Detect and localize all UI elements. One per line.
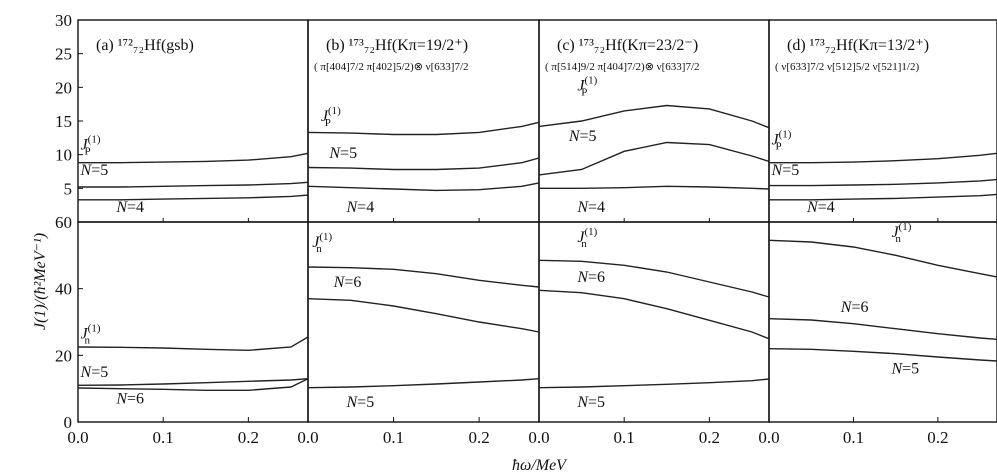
curve-label: J(1) P [81,133,101,157]
curve-label: J(1) P [772,129,792,153]
series-line [78,181,309,188]
panel-config: ( ν[633]7/2 ν[512]5/2 ν[521]1/2) [775,61,919,73]
panel-bottom-frame [307,221,540,423]
panel-bottom-frame [768,221,997,423]
series-line [538,141,770,176]
series-line [77,336,309,352]
x-tick-label: 0.1 [383,428,404,447]
curve-label: N=6 [576,269,605,286]
series-line [307,182,540,192]
curve-label: N=5 [80,364,109,381]
x-axis-title: ħω/MeV [512,457,568,474]
series-line [307,266,540,288]
series-line [539,185,770,190]
series-line [768,348,997,362]
curve-label: J(1) P [577,75,597,99]
y-tick-label: 30 [55,11,72,30]
curve-label: J(1) n [312,231,332,255]
series-line [307,298,540,333]
series-line [77,378,309,386]
y-tick-label: 20 [55,346,72,365]
curve-label: N=6 [333,274,362,291]
y-axis-title: J(1)/(ħ²MeV⁻¹) [32,233,49,330]
curve-label: N=5 [890,361,919,378]
panel-title: (a) ¹⁷²₇₂Hf(gsb) [96,37,194,54]
x-tick-label: 0.2 [468,428,489,447]
curve-label: J(1) n [577,226,597,250]
series-line [768,239,997,278]
series-line [78,194,309,201]
curve-label: N=5 [80,162,109,179]
series-line [768,318,997,340]
y-tick-label: 15 [55,112,72,131]
panel-title: (b) ¹⁷³₇₂Hf(Kπ=19/2⁺) [326,37,468,54]
x-tick-label: 0.0 [297,428,318,447]
y-tick-label: 10 [55,146,72,165]
panel-title: (c) ¹⁷³₇₂Hf(Kπ=23/2⁻) [557,37,698,54]
x-tick-label: 0.0 [758,428,779,447]
y-tick-label: 60 [55,213,72,232]
curve-label: N=5 [346,394,375,411]
series-line [538,259,770,298]
curve-label: N=5 [568,128,597,145]
series-line [307,121,540,136]
y-tick-label: 20 [55,78,72,97]
series-line [769,193,997,201]
x-tick-label: 0.1 [153,428,174,447]
curve-label: N=4 [576,199,605,216]
panel-bottom-frame [538,221,770,423]
chart-curves [77,104,997,391]
series-line [538,289,770,340]
chart-ticks [77,19,939,423]
curve-label: N=6 [840,299,869,316]
y-tick-label: 25 [55,45,72,64]
y-tick-label: 5 [64,179,73,198]
x-tick-label: 0.1 [614,428,635,447]
y-tick-label: 40 [55,280,72,299]
x-tick-label: 0.1 [843,428,864,447]
series-line [78,152,309,164]
chart-frames [77,19,997,423]
series-line [769,178,997,187]
series-line [769,152,997,164]
panel-config: ( π[404]7/2 π[402]5/2)⊗ ν[633]7/2 [314,61,469,73]
curve-label: N=4 [806,199,835,216]
curve-label: N=5 [771,162,800,179]
x-tick-label: 0.2 [927,428,948,447]
x-tick-label: 0.2 [238,428,259,447]
chart-labels: 0.0 0.1 0.2 (a) ¹⁷²₇₂Hf(gsb) J(1) P N=5 N=4 J(1)… [55,11,949,447]
panel-config: ( π[514]9/2 π[404]7/2)⊗ ν[633]7/2 [545,61,700,73]
series-line [307,157,540,171]
x-tick-label: 0.0 [528,428,549,447]
curve-label: N=6 [115,391,144,408]
panel-bottom-frame [77,221,309,423]
curve-label: N=4 [346,199,375,216]
series-line [307,378,540,389]
curve-label: J(1) n [891,221,911,245]
curve-label: J(1) P [321,105,341,129]
y-tick-label: 0 [64,413,73,432]
series-line [538,104,770,129]
series-line [538,378,770,389]
x-tick-label: 0.0 [67,428,88,447]
curve-label: N=4 [115,199,144,216]
curve-label: N=5 [576,394,605,411]
panel-title: (d) ¹⁷³₇₂Hf(Kπ=13/2⁺) [787,37,929,54]
curve-label: N=5 [328,145,357,162]
x-tick-label: 0.2 [699,428,720,447]
curve-label: J(1) n [81,323,101,347]
series-line [77,378,309,391]
